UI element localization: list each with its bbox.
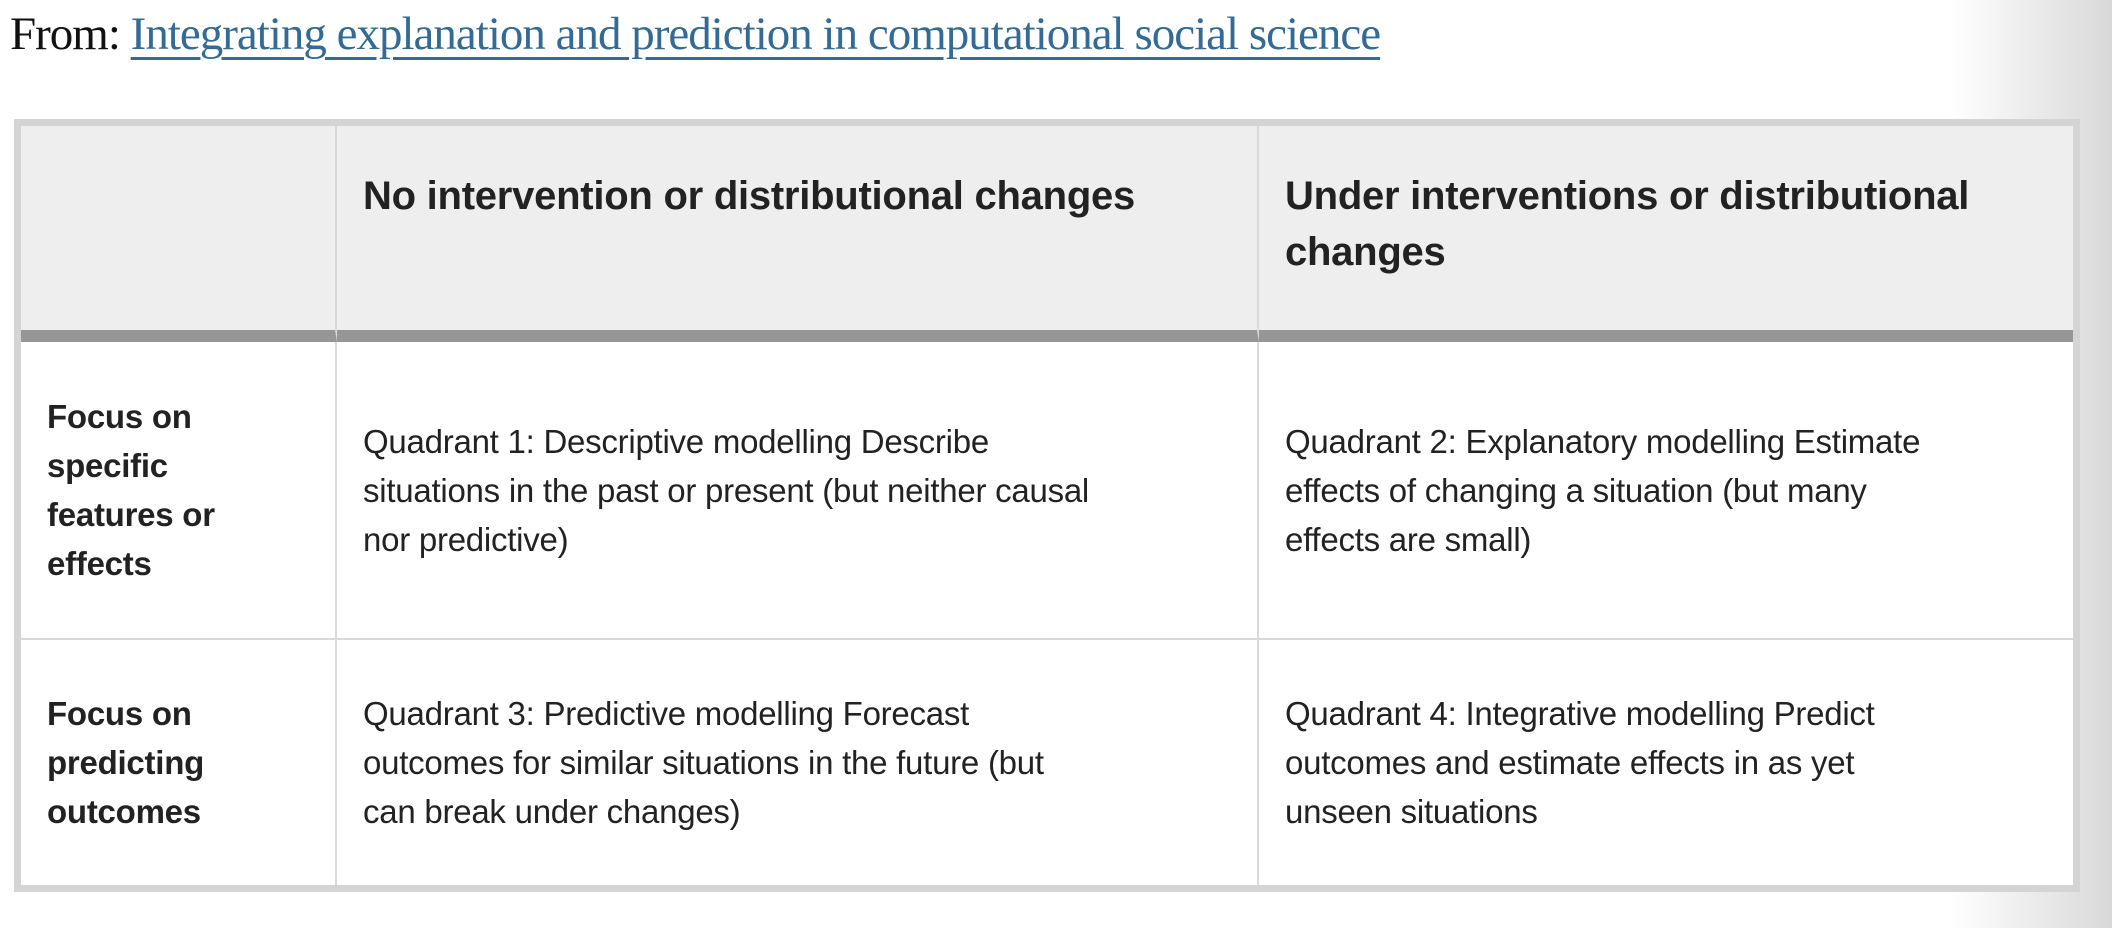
cell-quadrant-3-predictive: Quadrant 3: Predictive modelling Forecas… bbox=[337, 640, 1259, 885]
source-prefix-label: From: bbox=[10, 8, 131, 60]
cell-quadrant-1-descriptive: Quadrant 1: Descriptive modelling Descri… bbox=[337, 342, 1259, 640]
header-cell-under-interventions: Under interventions or distributional ch… bbox=[1259, 126, 2073, 342]
source-article-link[interactable]: Integrating explanation and prediction i… bbox=[130, 8, 1381, 60]
row-header-focus-specific-features: Focus on specific features or effects bbox=[21, 342, 337, 640]
figure-source-line: From: Integrating explanation and predic… bbox=[10, 4, 1381, 64]
cell-quadrant-4-integrative: Quadrant 4: Integrative modelling Predic… bbox=[1259, 640, 2073, 885]
header-cell-empty bbox=[21, 126, 337, 342]
cell-quadrant-2-explanatory: Quadrant 2: Explanatory modelling Estima… bbox=[1259, 342, 2073, 640]
row-header-focus-predicting-outcomes: Focus on predicting outcomes bbox=[21, 640, 337, 885]
quadrants-table: No intervention or distributional change… bbox=[14, 119, 2080, 892]
header-cell-no-intervention: No intervention or distributional change… bbox=[337, 126, 1259, 342]
